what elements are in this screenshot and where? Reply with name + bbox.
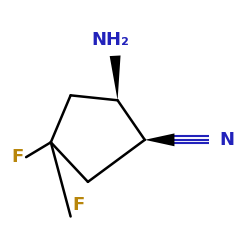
Text: F: F [12,148,24,166]
Polygon shape [145,134,174,146]
Polygon shape [110,56,120,100]
Text: F: F [72,196,84,214]
Text: N: N [219,131,234,149]
Text: NH₂: NH₂ [91,31,129,49]
